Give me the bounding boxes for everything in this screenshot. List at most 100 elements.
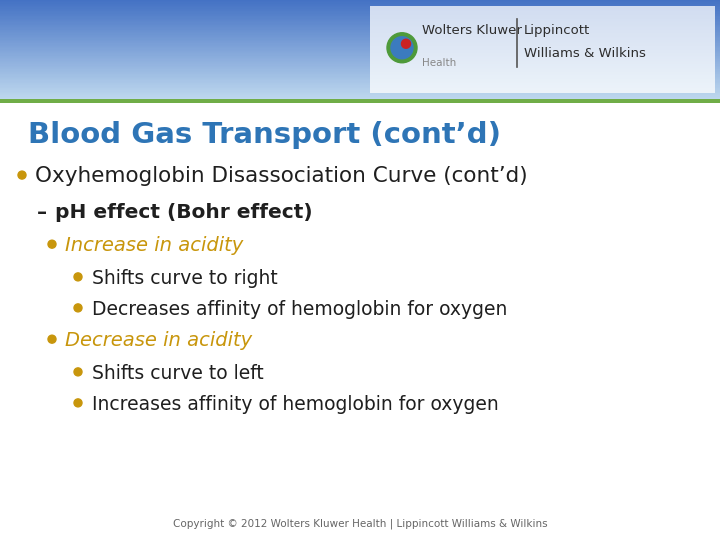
Bar xyxy=(0,95,720,97)
Bar xyxy=(0,64,720,65)
Bar xyxy=(0,52,720,53)
Bar xyxy=(0,10,720,11)
Bar xyxy=(0,5,720,6)
Bar xyxy=(0,45,720,46)
Bar xyxy=(0,58,720,59)
Bar xyxy=(0,50,720,51)
Bar xyxy=(0,18,720,20)
Bar xyxy=(0,69,720,71)
Bar xyxy=(0,93,720,94)
Text: Increases affinity of hemoglobin for oxygen: Increases affinity of hemoglobin for oxy… xyxy=(92,395,499,414)
Bar xyxy=(0,32,720,33)
Bar xyxy=(0,92,720,93)
Bar xyxy=(0,59,720,60)
Bar xyxy=(0,14,720,15)
Bar xyxy=(0,38,720,39)
Circle shape xyxy=(74,368,82,376)
Bar xyxy=(0,85,720,86)
Bar xyxy=(0,48,720,50)
Bar xyxy=(0,30,720,31)
Bar xyxy=(0,97,720,98)
Bar xyxy=(0,89,720,90)
Text: Decrease in acidity: Decrease in acidity xyxy=(65,331,252,350)
Bar xyxy=(0,35,720,36)
Bar xyxy=(0,15,720,16)
Bar xyxy=(0,62,720,63)
Bar xyxy=(0,82,720,83)
Bar xyxy=(0,46,720,47)
Bar xyxy=(0,63,720,64)
Circle shape xyxy=(74,273,82,281)
Bar xyxy=(0,88,720,89)
Bar xyxy=(0,78,720,79)
Bar xyxy=(0,103,720,540)
Bar xyxy=(0,25,720,26)
Circle shape xyxy=(402,39,410,48)
Bar xyxy=(0,9,720,10)
Bar xyxy=(0,94,720,95)
Bar xyxy=(0,39,720,41)
Bar xyxy=(0,99,720,103)
Text: Blood Gas Transport (cont’d): Blood Gas Transport (cont’d) xyxy=(28,121,501,149)
Bar xyxy=(0,68,720,69)
Bar xyxy=(0,1,720,3)
Bar xyxy=(0,16,720,17)
Circle shape xyxy=(48,335,56,343)
Bar xyxy=(0,74,720,76)
Bar xyxy=(0,8,720,9)
Bar xyxy=(0,84,720,85)
Bar xyxy=(0,24,720,25)
Bar xyxy=(0,11,720,12)
Circle shape xyxy=(387,33,417,63)
Bar xyxy=(0,83,720,84)
Bar xyxy=(0,51,720,52)
Bar xyxy=(0,3,720,4)
Bar xyxy=(0,76,720,77)
Bar xyxy=(0,53,720,55)
Bar xyxy=(0,43,720,45)
Bar xyxy=(0,20,720,21)
Bar xyxy=(0,56,720,57)
Bar xyxy=(0,72,720,73)
Text: Decreases affinity of hemoglobin for oxygen: Decreases affinity of hemoglobin for oxy… xyxy=(92,300,508,319)
Bar xyxy=(0,26,720,27)
Bar xyxy=(0,47,720,48)
Bar xyxy=(0,90,720,92)
Bar xyxy=(0,73,720,74)
Text: Shifts curve to right: Shifts curve to right xyxy=(92,269,278,288)
Bar xyxy=(0,17,720,18)
Bar xyxy=(0,36,720,37)
Bar xyxy=(0,98,720,99)
Bar xyxy=(0,37,720,38)
Bar xyxy=(0,57,720,58)
Bar xyxy=(0,6,720,8)
Text: Williams & Wilkins: Williams & Wilkins xyxy=(524,48,646,60)
Bar xyxy=(0,21,720,22)
Text: Wolters Kluwer: Wolters Kluwer xyxy=(422,24,522,37)
Bar xyxy=(0,31,720,32)
Bar xyxy=(0,12,720,14)
Bar xyxy=(0,33,720,35)
Circle shape xyxy=(18,171,26,179)
Bar xyxy=(0,55,720,56)
Text: pH effect (Bohr effect): pH effect (Bohr effect) xyxy=(55,203,312,222)
Text: Copyright © 2012 Wolters Kluwer Health | Lippincott Williams & Wilkins: Copyright © 2012 Wolters Kluwer Health |… xyxy=(173,518,547,529)
Bar xyxy=(0,29,720,30)
Bar xyxy=(0,79,720,80)
Text: Shifts curve to left: Shifts curve to left xyxy=(92,364,264,383)
Bar xyxy=(0,60,720,62)
Text: –: – xyxy=(37,203,47,222)
Text: Oxyhemoglobin Disassociation Curve (cont’d): Oxyhemoglobin Disassociation Curve (cont… xyxy=(35,166,528,186)
Text: Lippincott: Lippincott xyxy=(524,24,590,37)
Text: Increase in acidity: Increase in acidity xyxy=(65,236,243,255)
Bar xyxy=(0,86,720,88)
Bar xyxy=(0,27,720,29)
Circle shape xyxy=(74,304,82,312)
Bar xyxy=(0,4,720,5)
Circle shape xyxy=(391,37,413,59)
Circle shape xyxy=(74,399,82,407)
Bar xyxy=(0,67,720,68)
Bar xyxy=(0,42,720,43)
Bar xyxy=(0,71,720,72)
Text: Health: Health xyxy=(422,58,456,68)
